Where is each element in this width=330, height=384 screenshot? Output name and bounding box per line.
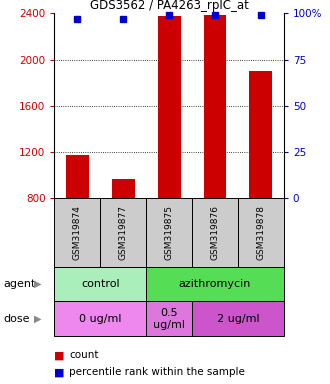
Text: 2 ug/ml: 2 ug/ml (216, 314, 259, 324)
Text: GSM319878: GSM319878 (256, 205, 265, 260)
Text: ▶: ▶ (34, 314, 42, 324)
Text: control: control (81, 279, 120, 289)
Bar (204, 15, 226, 198)
Text: GSM319876: GSM319876 (211, 205, 219, 260)
Bar (192, 198, 238, 267)
Bar (146, 198, 192, 267)
Text: GSM319874: GSM319874 (73, 205, 82, 260)
Title: GDS3562 / PA4263_rplC_at: GDS3562 / PA4263_rplC_at (90, 0, 248, 12)
Bar (238, 198, 284, 267)
Bar (54, 267, 146, 301)
Bar (112, 179, 135, 198)
Bar (54, 198, 100, 267)
Text: dose: dose (3, 314, 30, 324)
Text: GSM319875: GSM319875 (165, 205, 174, 260)
Text: ■: ■ (54, 367, 65, 377)
Bar (146, 267, 284, 301)
Bar (146, 301, 192, 336)
Text: percentile rank within the sample: percentile rank within the sample (69, 367, 245, 377)
Bar (100, 198, 146, 267)
Bar (192, 301, 284, 336)
Bar (249, 71, 272, 198)
Text: 0 ug/ml: 0 ug/ml (79, 314, 121, 324)
Bar (158, 16, 181, 198)
Text: count: count (69, 350, 99, 360)
Bar (54, 301, 146, 336)
Text: agent: agent (3, 279, 36, 289)
Text: azithromycin: azithromycin (179, 279, 251, 289)
Text: GSM319877: GSM319877 (119, 205, 128, 260)
Text: 0.5
ug/ml: 0.5 ug/ml (153, 308, 185, 329)
Text: ▶: ▶ (34, 279, 42, 289)
Text: ■: ■ (54, 350, 65, 360)
Bar (66, 155, 89, 198)
